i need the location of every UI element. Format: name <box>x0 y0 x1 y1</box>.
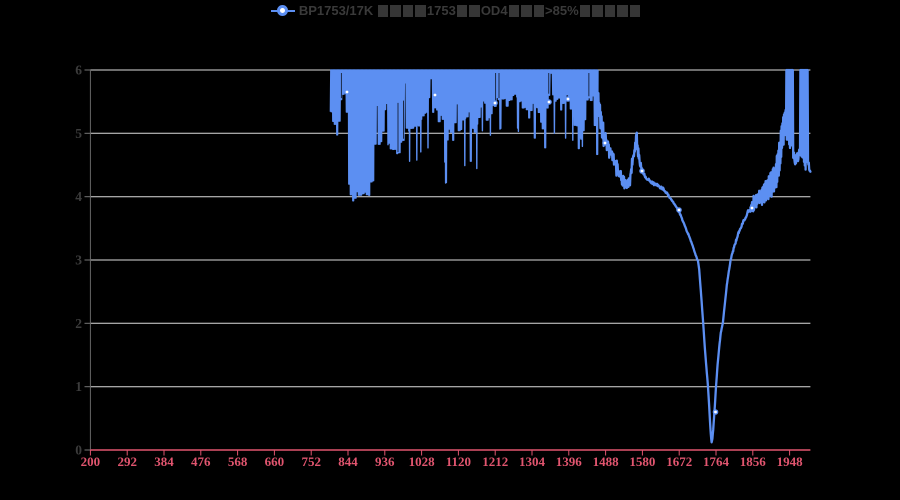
svg-text:1304: 1304 <box>519 454 546 469</box>
svg-text:1764: 1764 <box>703 454 730 469</box>
svg-text:1120: 1120 <box>446 454 471 469</box>
svg-text:1488: 1488 <box>593 454 620 469</box>
svg-text:4: 4 <box>75 189 82 204</box>
svg-text:1580: 1580 <box>629 454 655 469</box>
svg-text:568: 568 <box>228 454 248 469</box>
svg-text:2: 2 <box>75 316 82 331</box>
svg-text:752: 752 <box>301 454 321 469</box>
svg-text:1028: 1028 <box>409 454 436 469</box>
svg-text:1396: 1396 <box>556 454 583 469</box>
svg-text:844: 844 <box>338 454 358 469</box>
svg-text:384: 384 <box>154 454 174 469</box>
svg-text:292: 292 <box>117 454 137 469</box>
svg-text:200: 200 <box>81 454 101 469</box>
svg-text:1212: 1212 <box>482 454 508 469</box>
svg-text:660: 660 <box>265 454 285 469</box>
svg-text:476: 476 <box>191 454 211 469</box>
svg-text:1856: 1856 <box>740 454 767 469</box>
svg-text:1672: 1672 <box>666 454 692 469</box>
svg-text:936: 936 <box>375 454 395 469</box>
svg-text:5: 5 <box>75 126 82 141</box>
svg-text:6: 6 <box>75 63 82 78</box>
svg-text:0: 0 <box>75 443 82 458</box>
svg-text:3: 3 <box>75 253 82 268</box>
svg-text:1948: 1948 <box>777 454 804 469</box>
svg-text:1: 1 <box>75 379 82 394</box>
